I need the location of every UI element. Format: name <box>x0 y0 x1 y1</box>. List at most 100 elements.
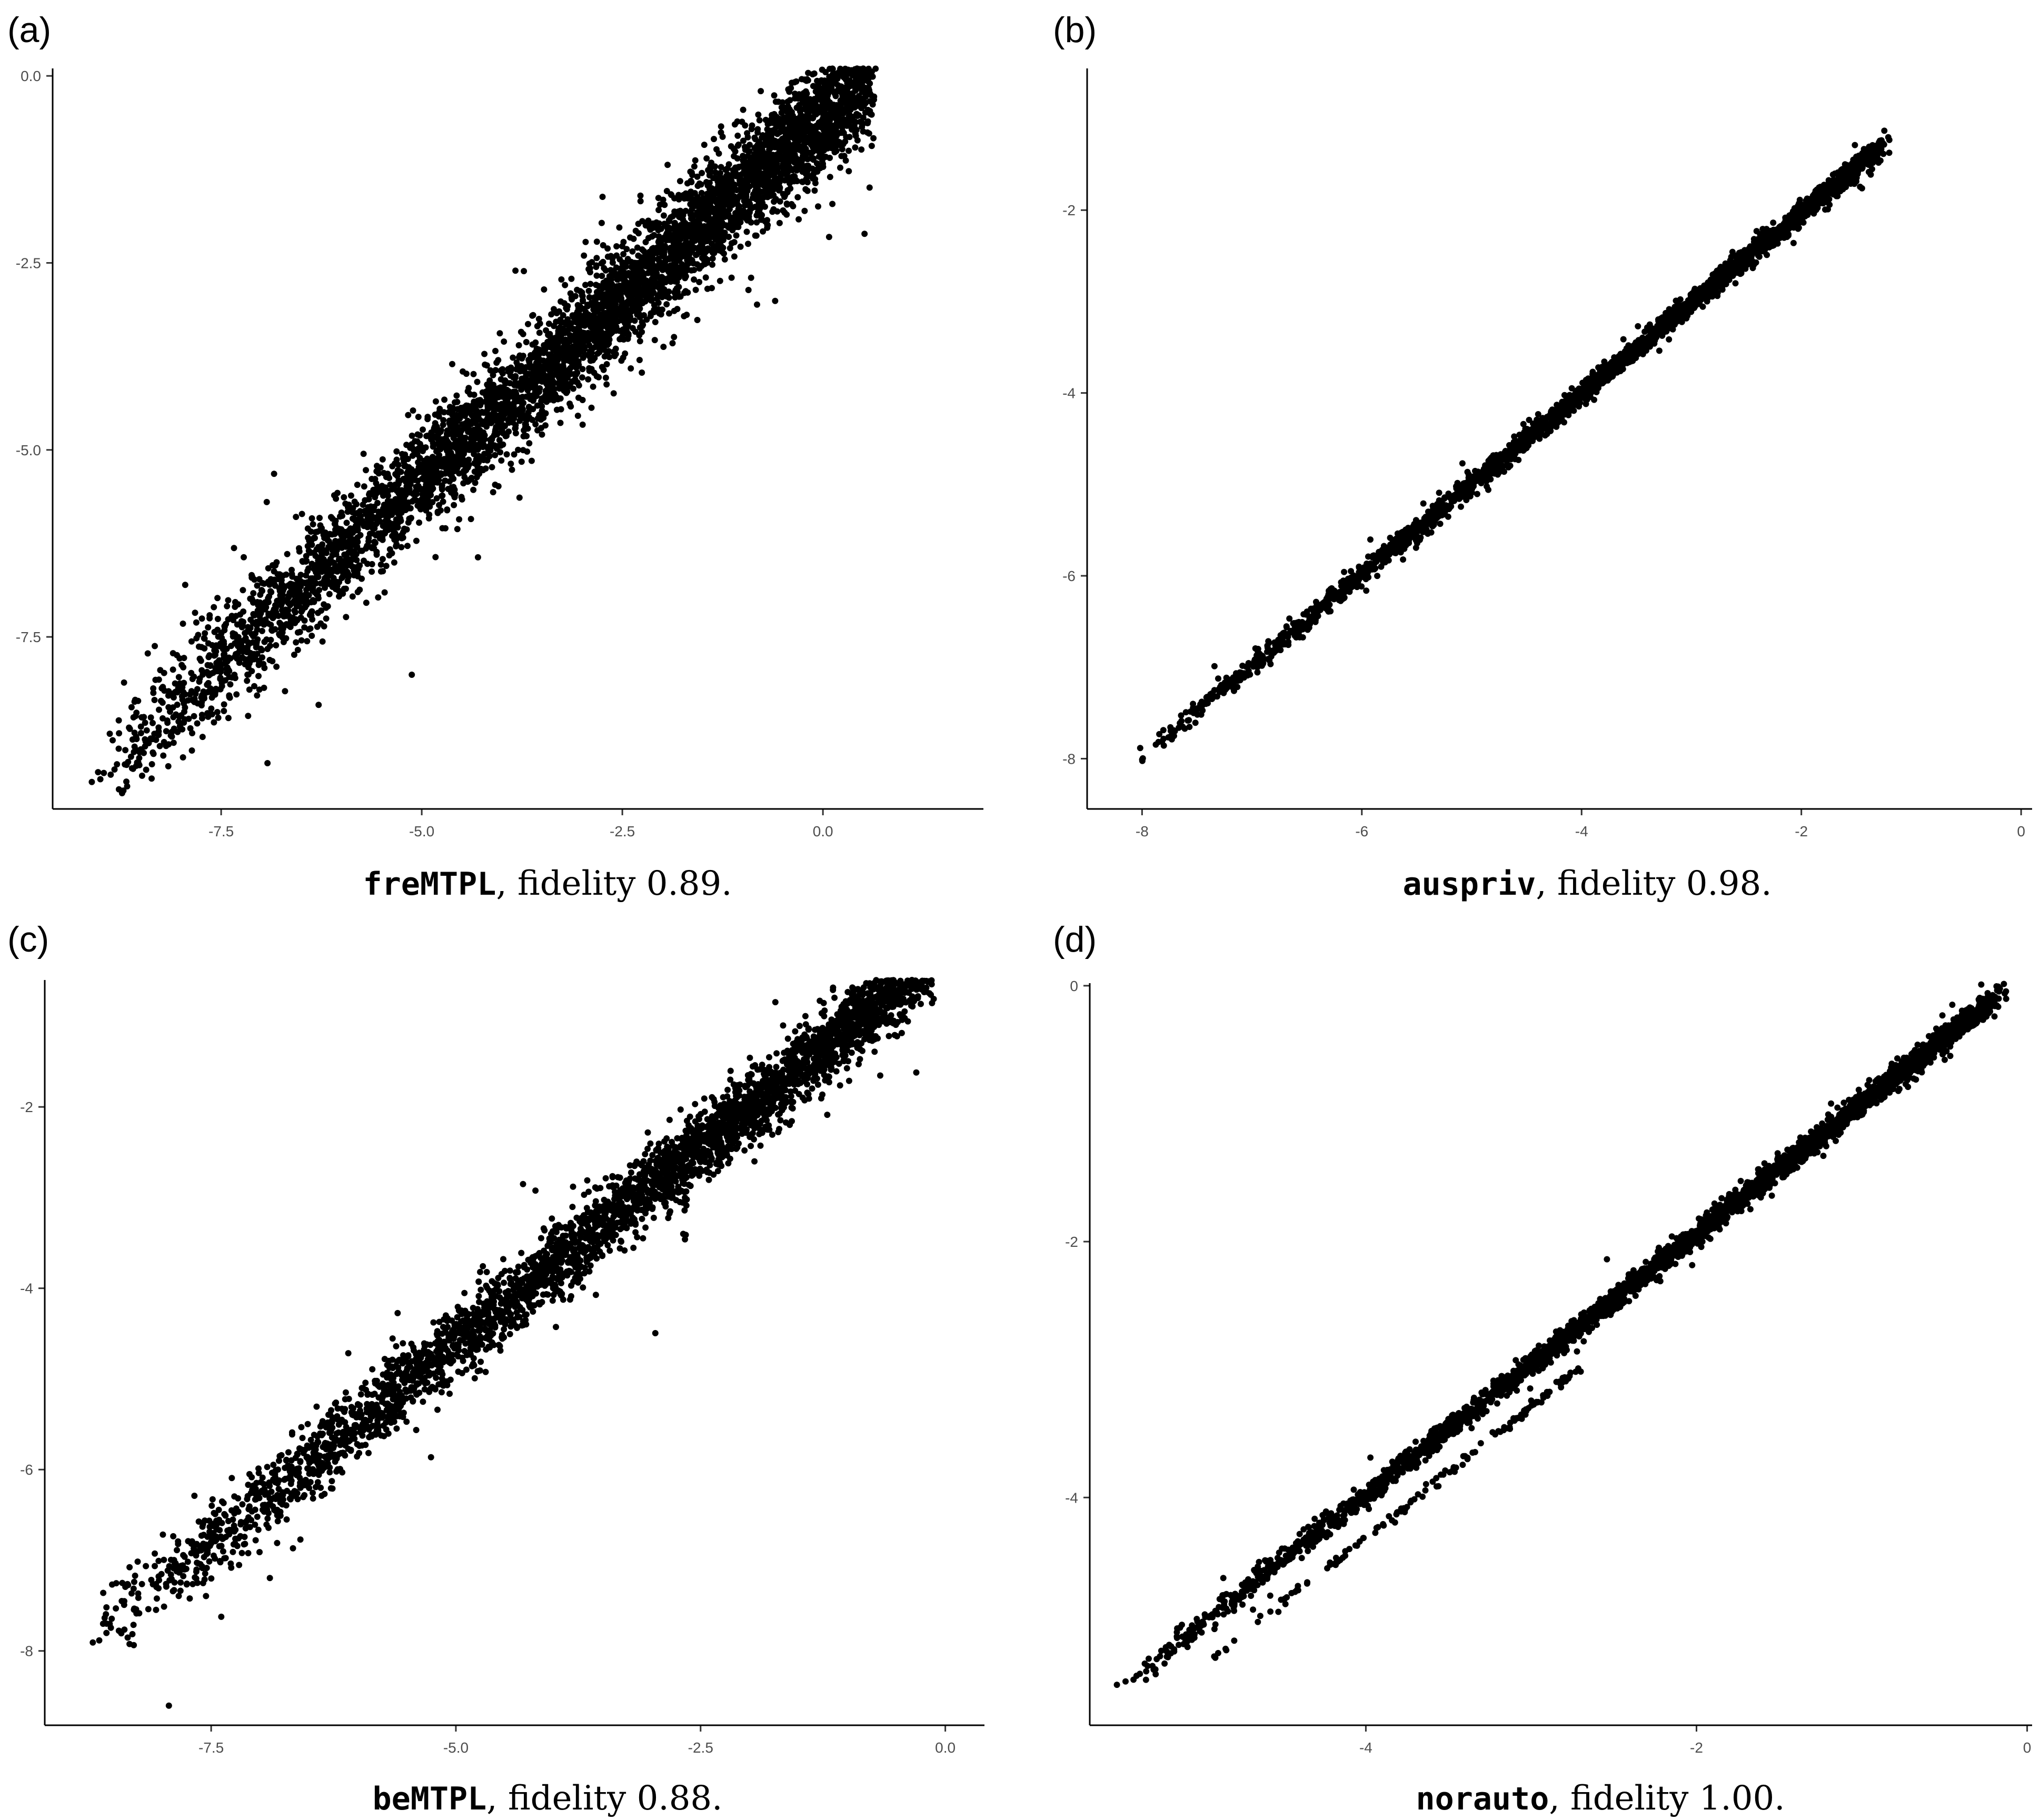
scatter-point <box>215 714 222 721</box>
scatter-point <box>655 207 662 213</box>
scatter-point <box>585 376 592 383</box>
scatter-point <box>472 435 479 441</box>
scatter-point <box>353 501 360 507</box>
scatter-point <box>464 388 471 395</box>
scatter-point <box>603 352 610 358</box>
scatter-point <box>267 636 274 643</box>
scatter-point <box>718 164 724 171</box>
scatter-point <box>392 535 399 542</box>
scatter-point <box>198 644 205 651</box>
scatter-point <box>751 145 758 152</box>
scatter-point <box>810 115 817 122</box>
scatter-point <box>812 132 819 139</box>
scatter-point <box>208 705 215 712</box>
scatter-point <box>633 305 640 312</box>
scatter-point <box>776 146 783 153</box>
scatter-point <box>251 651 257 657</box>
scatter-point <box>548 311 555 318</box>
scatter-point <box>849 99 855 106</box>
scatter-point <box>444 428 451 435</box>
scatter-point <box>244 677 251 684</box>
scatter-point <box>429 485 435 492</box>
scatter-point <box>603 361 610 367</box>
scatter-point <box>531 385 538 391</box>
scatter-point <box>739 118 745 125</box>
scatter-point <box>616 289 623 296</box>
scatter-point <box>349 509 356 515</box>
scatter-point <box>609 317 615 324</box>
scatter-point <box>819 157 825 164</box>
scatter-point <box>779 122 786 129</box>
scatter-point <box>856 95 863 102</box>
scatter-point <box>454 526 461 533</box>
scatter-point <box>543 398 550 405</box>
scatter-point <box>553 310 560 316</box>
scatter-point <box>304 638 311 645</box>
scatter-point <box>152 643 158 649</box>
scatter-point <box>381 589 388 596</box>
scatter-point <box>408 466 415 473</box>
scatter-point <box>681 313 688 319</box>
scatter-point <box>271 576 278 583</box>
scatter-point <box>460 368 466 375</box>
scatter-point <box>472 479 479 486</box>
scatter-point <box>526 440 533 447</box>
scatter-point <box>569 296 575 303</box>
scatter-point <box>336 566 343 573</box>
scatter-point <box>293 639 300 646</box>
scatter-point <box>576 304 583 311</box>
scatter-point <box>314 623 321 630</box>
scatter-point <box>872 65 879 72</box>
scatter-point <box>503 388 510 395</box>
scatter-point <box>305 565 312 572</box>
scatter-point <box>636 324 643 331</box>
scatter-point <box>188 638 195 645</box>
scatter-point <box>226 668 233 674</box>
scatter-point <box>727 206 733 213</box>
scatter-point <box>182 582 188 588</box>
scatter-point <box>803 163 810 169</box>
scatter-point <box>663 293 670 299</box>
scatter-point <box>255 602 262 608</box>
scatter-point <box>715 244 722 251</box>
scatter-point <box>604 298 611 305</box>
scatter-point <box>747 142 753 148</box>
scatter-point <box>156 706 162 713</box>
scatter-point <box>821 127 827 134</box>
scatter-point <box>511 393 518 399</box>
scatter-point <box>165 763 172 769</box>
scatter-point <box>289 573 296 580</box>
scatter-point <box>276 631 283 638</box>
scatter-point <box>343 519 350 526</box>
scatter-point <box>88 778 95 785</box>
scatter-point <box>770 206 777 213</box>
scatter-point <box>595 283 602 289</box>
scatter-point <box>660 212 667 219</box>
scatter-point <box>764 224 771 231</box>
scatter-point <box>187 725 194 732</box>
scatter-point <box>728 274 735 281</box>
scatter-point <box>630 268 636 275</box>
scatter-point <box>699 169 705 176</box>
scatter-point <box>331 531 338 537</box>
scatter-point <box>159 699 166 706</box>
scatter-point <box>798 117 804 124</box>
scatter-point <box>273 663 280 670</box>
scatter-point <box>720 237 727 244</box>
scatter-point <box>658 225 664 232</box>
scatter-point <box>334 489 341 496</box>
scatter-point <box>501 338 507 345</box>
scatter-point <box>303 572 310 579</box>
scatter-point <box>357 508 363 515</box>
scatter-point <box>519 367 525 374</box>
scatter-point <box>164 717 171 724</box>
scatter-point <box>334 583 341 589</box>
scatter-point <box>360 451 367 457</box>
scatter-point <box>255 673 262 679</box>
scatter-point <box>450 484 457 491</box>
scatter-point <box>263 604 270 611</box>
scatter-point <box>813 124 820 131</box>
scatter-point <box>430 443 436 450</box>
scatter-point <box>606 273 613 279</box>
scatter-point <box>724 171 731 178</box>
